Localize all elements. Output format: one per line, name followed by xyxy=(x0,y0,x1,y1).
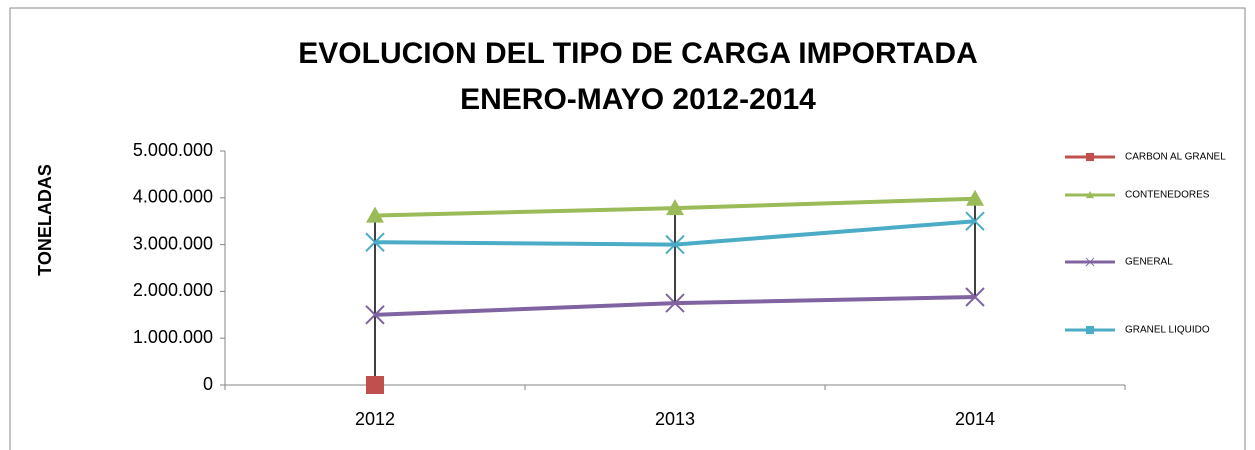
y-tick-label: 5.000.000 xyxy=(133,140,213,160)
legend-marker xyxy=(1085,325,1095,335)
y-tick-label: 3.000.000 xyxy=(133,233,213,253)
x-tick-label: 2013 xyxy=(655,409,695,429)
data-point xyxy=(965,287,985,307)
data-point xyxy=(665,234,685,255)
legend-label: GENERAL xyxy=(1125,257,1173,268)
data-point xyxy=(366,376,384,394)
legend-label: CONTENEDORES xyxy=(1125,190,1210,201)
y-tick-label: 4.000.000 xyxy=(133,187,213,207)
y-axis-label: TONELADAS xyxy=(35,164,55,276)
data-point xyxy=(365,232,385,252)
legend-marker xyxy=(1085,190,1095,199)
y-tick-label: 1.000.000 xyxy=(133,327,213,347)
y-tick-label: 2.000.000 xyxy=(133,280,213,300)
data-point xyxy=(666,199,684,216)
chart-subtitle: ENERO-MAYO 2012-2014 xyxy=(460,83,816,116)
data-point xyxy=(665,293,685,313)
legend-marker xyxy=(1085,152,1095,162)
chart-title: EVOLUCION DEL TIPO DE CARGA IMPORTADA xyxy=(298,37,977,70)
legend-label: CARBON AL GRANEL xyxy=(1125,152,1226,163)
data-point xyxy=(965,211,985,231)
x-tick-label: 2014 xyxy=(955,409,995,429)
x-tick-label: 2012 xyxy=(355,409,395,429)
legend-marker xyxy=(1085,257,1095,267)
data-point xyxy=(366,206,384,223)
chart-frame xyxy=(9,7,1246,450)
data-point xyxy=(966,189,984,206)
data-point xyxy=(365,305,385,325)
legend-label: GRANEL LIQUIDO xyxy=(1125,325,1210,336)
y-tick-label: 0 xyxy=(203,374,213,394)
